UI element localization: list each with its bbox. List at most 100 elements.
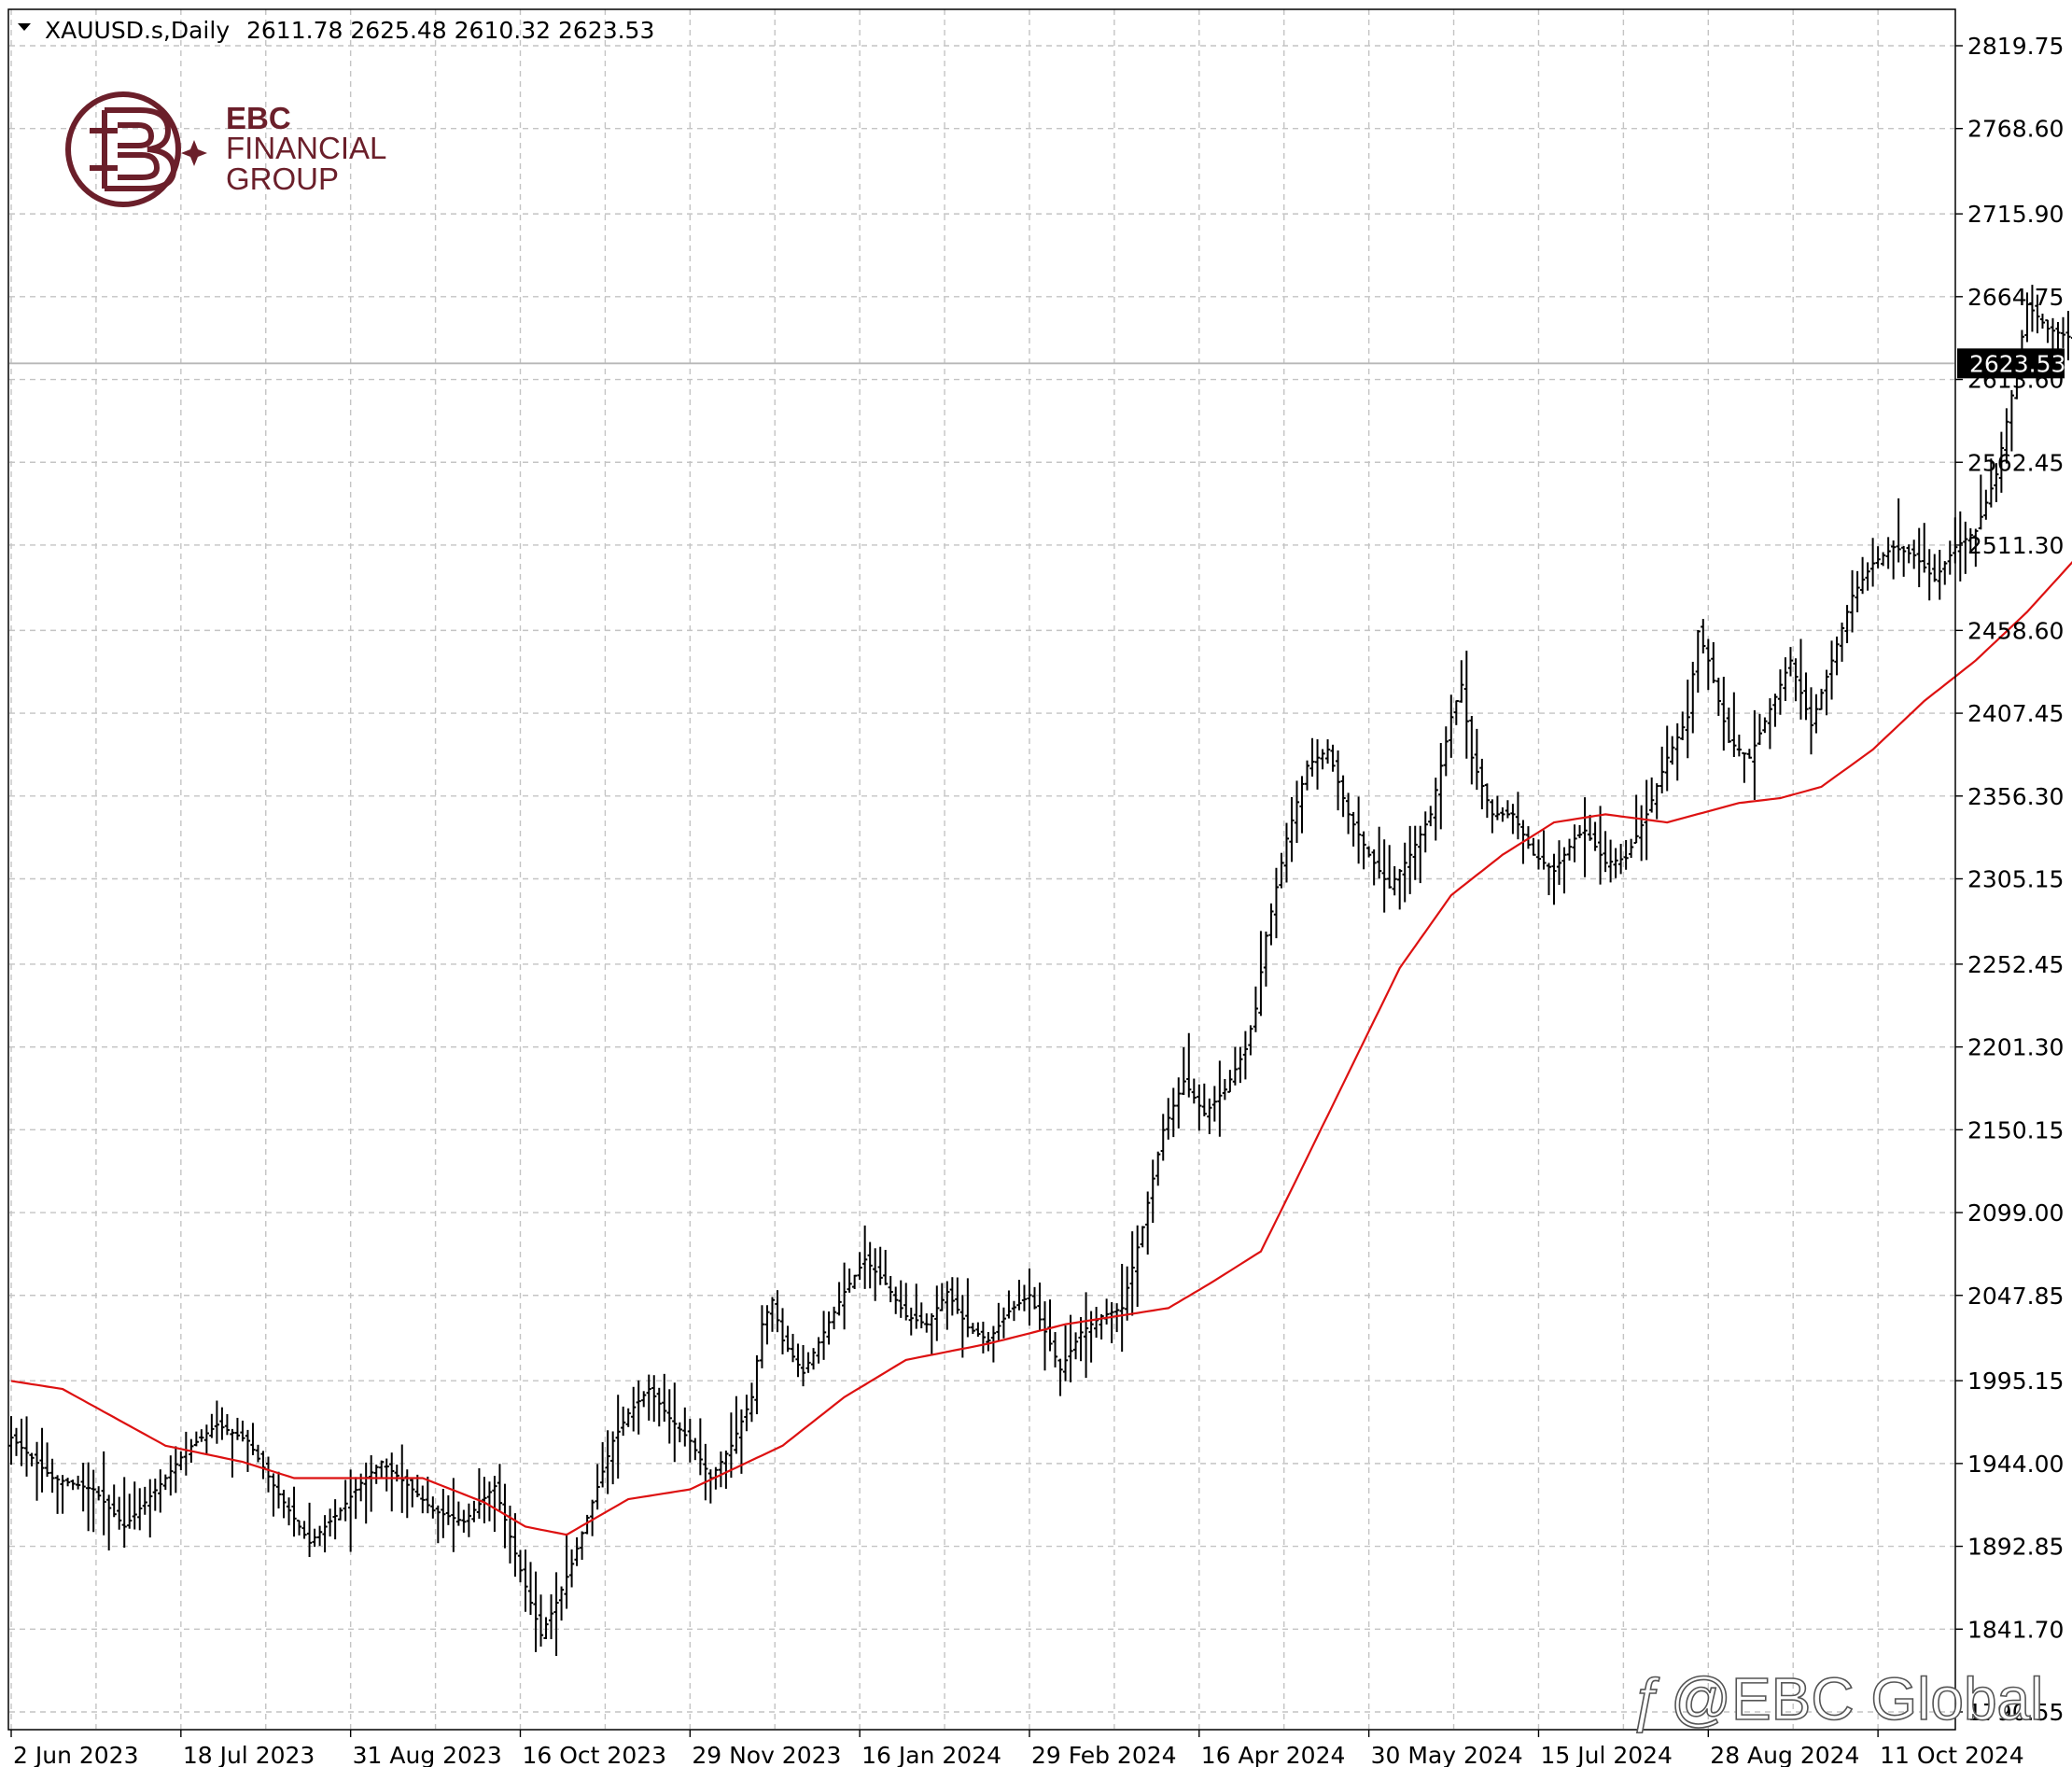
ohlc-bar bbox=[1582, 797, 1588, 877]
chart-grid bbox=[9, 9, 1954, 1729]
ebc-monogram-icon bbox=[90, 107, 177, 191]
ohlc-bar bbox=[127, 1494, 133, 1529]
ohlc-bar bbox=[1294, 780, 1300, 844]
ohlc-bar bbox=[34, 1441, 40, 1501]
ohlc-bar bbox=[1140, 1226, 1145, 1248]
ohlc-bar bbox=[1906, 544, 1911, 564]
ohlc-bar bbox=[2060, 316, 2066, 348]
ohlc-bar bbox=[1680, 711, 1686, 741]
ohlc-bar bbox=[332, 1499, 338, 1540]
ohlc-bar bbox=[353, 1477, 358, 1520]
ohlc-bar bbox=[1366, 846, 1372, 858]
ohlc-bar bbox=[183, 1431, 189, 1476]
ohlc-bar bbox=[800, 1344, 806, 1387]
ohlc-bar bbox=[873, 1248, 878, 1301]
ohlc-bar bbox=[795, 1343, 801, 1378]
ohlc-bar bbox=[1839, 622, 1845, 662]
dropdown-triangle-icon[interactable] bbox=[18, 23, 31, 31]
ohlc-bar bbox=[348, 1469, 354, 1552]
ohlc-bar bbox=[1742, 751, 1747, 783]
x-tick-label: 16 Apr 2024 bbox=[1201, 1742, 1346, 1767]
ohlc-bar bbox=[877, 1246, 883, 1285]
ohlc-bar bbox=[60, 1475, 65, 1514]
ohlc-bar bbox=[1597, 806, 1603, 885]
ohlc-bar bbox=[1721, 676, 1727, 751]
ohlc-bar bbox=[790, 1333, 796, 1363]
ohlc-bar bbox=[1299, 776, 1305, 834]
ohlc-bar bbox=[275, 1471, 282, 1509]
x-tick-label: 2 Jun 2023 bbox=[13, 1742, 139, 1767]
ohlc-bar bbox=[1865, 562, 1870, 591]
ohlc-bar bbox=[328, 1508, 333, 1537]
ohlc-bar bbox=[250, 1423, 256, 1455]
y-tick-label: 1944.00 bbox=[1967, 1451, 2064, 1478]
ohlc-bar bbox=[1109, 1302, 1114, 1344]
ohlc-bar bbox=[2035, 294, 2040, 334]
x-tick-label: 16 Oct 2023 bbox=[522, 1742, 666, 1767]
ohlc-bar bbox=[893, 1286, 899, 1314]
time-axis[interactable]: 2 Jun 2023 18 Jul 2023 31 Aug 2023 16 Oct 2… bbox=[10, 1730, 2024, 1767]
ohlc-bar bbox=[1114, 1303, 1120, 1333]
ohlc-bar bbox=[1798, 638, 1804, 720]
ohlc-bar bbox=[317, 1525, 323, 1547]
ohlc-bar bbox=[1783, 657, 1788, 701]
ohlc-bar bbox=[1253, 986, 1259, 1032]
ohlc-bar bbox=[1566, 838, 1573, 861]
ohlc-bar bbox=[121, 1477, 127, 1548]
x-tick-label: 31 Aug 2023 bbox=[353, 1742, 502, 1767]
ohlc-bar bbox=[1057, 1358, 1063, 1396]
ohlc-bar bbox=[1881, 552, 1886, 567]
ohlc-bar bbox=[1947, 540, 1953, 575]
ohlc-bar bbox=[54, 1475, 61, 1514]
ohlc-bar bbox=[707, 1469, 713, 1504]
ohlc-bar bbox=[625, 1408, 631, 1427]
ohlc-bar bbox=[805, 1352, 811, 1373]
ohlc-bar bbox=[281, 1489, 287, 1519]
ohlc-bar bbox=[1211, 1086, 1217, 1122]
ohlc-bar bbox=[1824, 669, 1829, 716]
ohlc-bar bbox=[1664, 725, 1670, 792]
ohlc-bar bbox=[574, 1536, 580, 1566]
ohlc-bar bbox=[543, 1617, 549, 1639]
x-tick-label: 15 Jul 2024 bbox=[1540, 1742, 1673, 1767]
y-tick-label: 1790.55 bbox=[1967, 1699, 2064, 1726]
ohlc-bar bbox=[1787, 647, 1794, 677]
ohlc-bar bbox=[1767, 698, 1773, 750]
ohlc-bar bbox=[970, 1323, 975, 1335]
ohlc-bar bbox=[65, 1478, 71, 1487]
ohlc-bar bbox=[610, 1431, 616, 1485]
ohlc-bar bbox=[769, 1297, 776, 1332]
ohlc-bar bbox=[1371, 848, 1377, 886]
ohlc-bar bbox=[836, 1282, 842, 1316]
ohlc-bar bbox=[492, 1476, 497, 1533]
ohlc-bar bbox=[1449, 694, 1454, 758]
ohlc-bar bbox=[1654, 783, 1659, 820]
ohlc-bar bbox=[533, 1571, 539, 1652]
y-tick-label: 2511.30 bbox=[1967, 532, 2064, 559]
ohlc-bar bbox=[615, 1395, 621, 1479]
ohlc-bar bbox=[1279, 852, 1284, 889]
ohlc-bar bbox=[1324, 739, 1331, 764]
ohlc-bar bbox=[265, 1456, 272, 1493]
ohlc-bar bbox=[203, 1424, 209, 1455]
ohlc-bar bbox=[1042, 1301, 1048, 1371]
ohlc-bar bbox=[1263, 932, 1269, 987]
ohlc-bar bbox=[523, 1550, 528, 1612]
ohlc-bar bbox=[651, 1375, 657, 1423]
ohlc-bar bbox=[1576, 824, 1583, 838]
ohlc-bar bbox=[441, 1489, 446, 1538]
ohlc-bar bbox=[605, 1430, 610, 1494]
ohlc-bar bbox=[1356, 796, 1362, 864]
ohlc-bar bbox=[1649, 777, 1655, 813]
ohlc-bar bbox=[1392, 865, 1397, 896]
ohlc-bar bbox=[1834, 636, 1840, 676]
y-tick-label: 2305.15 bbox=[1967, 866, 2064, 893]
ohlc-bar bbox=[286, 1497, 292, 1526]
ohlc-bar bbox=[1453, 699, 1459, 725]
ohlc-bar bbox=[1381, 839, 1387, 913]
ohlc-bar bbox=[687, 1419, 693, 1463]
ohlc-bar bbox=[816, 1337, 821, 1364]
ohlc-bar bbox=[718, 1451, 723, 1488]
price-axis[interactable]: 1790.55 1841.70 1892.85 1944.00 1995.15 2047.… bbox=[1955, 33, 2064, 1726]
